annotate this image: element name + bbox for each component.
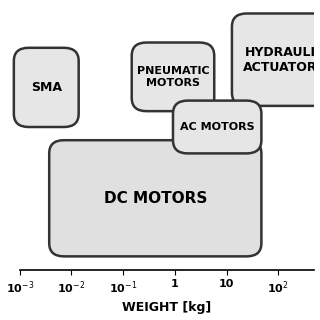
- FancyBboxPatch shape: [232, 13, 320, 106]
- FancyBboxPatch shape: [14, 48, 79, 127]
- Text: AC MOTORS: AC MOTORS: [180, 122, 254, 132]
- FancyBboxPatch shape: [132, 43, 214, 111]
- Text: HYDRAULIC
ACTUATORS: HYDRAULIC ACTUATORS: [243, 46, 320, 74]
- X-axis label: WEIGHT [kg]: WEIGHT [kg]: [123, 301, 212, 315]
- Text: DC MOTORS: DC MOTORS: [104, 191, 207, 206]
- Text: PNEUMATIC
MOTORS: PNEUMATIC MOTORS: [137, 66, 209, 88]
- FancyBboxPatch shape: [173, 100, 261, 153]
- Text: SMA: SMA: [31, 81, 62, 94]
- FancyBboxPatch shape: [49, 140, 261, 256]
